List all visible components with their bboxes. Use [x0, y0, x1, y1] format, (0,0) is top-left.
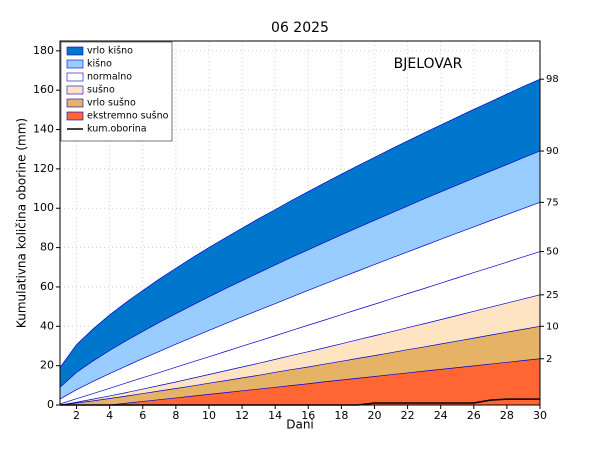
percentile-line: [60, 358, 541, 406]
percentile-label: 25: [546, 290, 559, 301]
x-tick-label: 16: [301, 409, 315, 422]
percentile-label: 10: [546, 321, 559, 332]
y-tick-label: 120: [33, 162, 54, 175]
legend-label: ekstremno sušno: [87, 111, 169, 122]
x-tick-label: 10: [202, 409, 216, 422]
x-tick-label: 18: [334, 409, 348, 422]
percentile-line: [59, 325, 541, 406]
x-tick-label: 12: [235, 409, 249, 422]
legend-label: kišno: [87, 59, 112, 70]
legend-label: vrlo sušno: [87, 98, 136, 109]
legend-swatch: [66, 111, 84, 121]
y-tick-label: 180: [33, 44, 54, 57]
y-tick-label: 40: [40, 319, 54, 332]
legend-label: sušno: [87, 85, 115, 96]
x-tick-label: 2: [73, 409, 80, 422]
y-tick-label: 140: [33, 123, 54, 136]
band-area: [60, 358, 540, 405]
plot-frame: [59, 40, 541, 406]
band-area: [60, 202, 540, 405]
legend-label: kum.oborina: [87, 124, 147, 135]
percentile-label: 50: [546, 247, 559, 258]
legend-swatch: [66, 85, 84, 95]
x-tick-label: 20: [367, 409, 381, 422]
x-tick-label: 28: [500, 409, 514, 422]
percentile-label: 75: [546, 197, 559, 208]
annotation: BJELOVAR: [394, 56, 463, 72]
y-axis-label: Kumulativna količina oborine (mm): [15, 118, 29, 328]
x-tick-label: 24: [434, 409, 448, 422]
percentile-label: 98: [546, 74, 559, 85]
x-tick-label: 30: [533, 409, 547, 422]
band-area: [60, 150, 540, 400]
x-tick-label: 8: [172, 409, 179, 422]
x-tick-label: 22: [401, 409, 415, 422]
y-tick-label: 0: [47, 398, 54, 411]
legend-swatch: [66, 46, 84, 56]
percentile-line: [59, 294, 541, 406]
percentile-label: 2: [546, 354, 552, 365]
band-area: [60, 326, 540, 405]
percentile-label: 90: [546, 146, 559, 157]
legend-swatch: [66, 72, 84, 82]
x-tick-label: 4: [106, 409, 113, 422]
legend: vrlo kišno kišno normalno sušno vrlo sušno ek…: [60, 41, 173, 142]
y-tick-label: 80: [40, 241, 54, 254]
percentile-line: [59, 78, 541, 368]
legend-swatch: [66, 59, 84, 69]
y-tick-label: 160: [33, 83, 54, 96]
y-tick-label: 20: [40, 359, 54, 372]
percentile-line: [59, 150, 541, 388]
y-tick-label: 100: [33, 201, 54, 214]
x-tick-label: 26: [467, 409, 481, 422]
x-axis-label: Dani: [286, 418, 314, 432]
y-tick-label: 60: [40, 280, 54, 293]
legend-swatch: [66, 98, 84, 108]
percentile-line: [59, 251, 541, 405]
percentile-line: [59, 202, 541, 400]
legend-label: normalno: [87, 72, 132, 83]
x-tick-label: 14: [268, 409, 282, 422]
legend-label: vrlo kišno: [87, 46, 133, 57]
x-tick-label: 6: [139, 409, 146, 422]
chart-title: 06 2025: [271, 20, 329, 36]
band-area: [60, 79, 540, 388]
